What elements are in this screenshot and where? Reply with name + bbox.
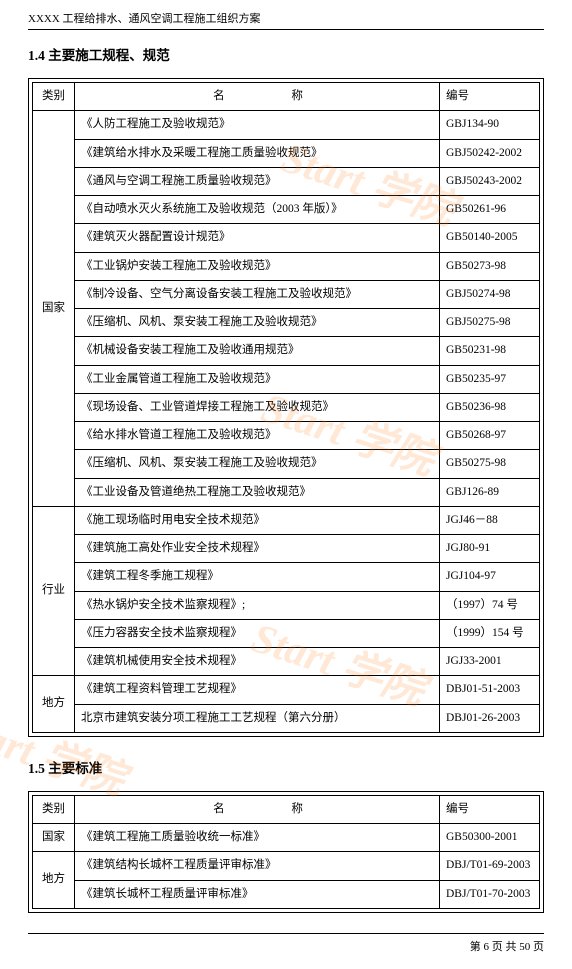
cell-code: GB50231-98 [440, 337, 540, 365]
cell-name: 《通风与空调工程施工质量验收规范》 [75, 167, 440, 195]
section-title-1: 1.4 主要施工规程、规范 [28, 44, 544, 64]
th-name: 名 称 [75, 795, 440, 823]
table-header-row: 类别 名 称 编号 [33, 795, 540, 823]
cell-code: JGJ33-2001 [440, 648, 540, 676]
table-row: 《压缩机、风机、泵安装工程施工及验收规范》GBJ50275-98 [33, 309, 540, 337]
table-row: 行业《施工现场临时用电安全技术规范》JGJ46－88 [33, 506, 540, 534]
table-row: 《热水锅炉安全技术监察规程》;（1997）74 号 [33, 591, 540, 619]
table-row: 《建筑灭火器配置设计规范》GB50140-2005 [33, 224, 540, 252]
th-name: 名 称 [75, 83, 440, 111]
cell-name: 《建筑施工高处作业安全技术规程》 [75, 535, 440, 563]
cell-name: 《热水锅炉安全技术监察规程》; [75, 591, 440, 619]
table-header-row: 类别 名 称 编号 [33, 83, 540, 111]
th-category: 类别 [33, 795, 75, 823]
table-standards: 类别 名 称 编号 国家《建筑工程施工质量验收统一标准》GB50300-2001… [32, 795, 540, 909]
cell-name: 《压力容器安全技术监察规程》 [75, 619, 440, 647]
cell-name: 北京市建筑安装分项工程施工工艺规程（第六分册） [75, 704, 440, 732]
cell-name: 《现场设备、工业管道焊接工程施工及验收规范》 [75, 393, 440, 421]
cell-code: JGJ46－88 [440, 506, 540, 534]
table-1-wrap: 类别 名 称 编号 国家《人防工程施工及验收规范》GBJ134-90《建筑给水排… [28, 78, 544, 737]
cell-category: 国家 [33, 111, 75, 507]
cell-code: GB50261-96 [440, 196, 540, 224]
cell-category: 行业 [33, 506, 75, 676]
table-row: 《通风与空调工程施工质量验收规范》GBJ50243-2002 [33, 167, 540, 195]
table-row: 《压力容器安全技术监察规程》（1999）154 号 [33, 619, 540, 647]
table-row: 北京市建筑安装分项工程施工工艺规程（第六分册）DBJ01-26-2003 [33, 704, 540, 732]
cell-code: DBJ/T01-69-2003 [440, 852, 540, 880]
cell-code: GB50273-98 [440, 252, 540, 280]
table-row: 《现场设备、工业管道焊接工程施工及验收规范》GB50236-98 [33, 393, 540, 421]
cell-name: 《压缩机、风机、泵安装工程施工及验收规范》 [75, 309, 440, 337]
table-row: 《给水排水管道工程施工及验收规范》GB50268-97 [33, 422, 540, 450]
cell-category: 地方 [33, 852, 75, 909]
section-title-2: 1.5 主要标准 [28, 757, 544, 777]
cell-name: 《压缩机、风机、泵安装工程施工及验收规范》 [75, 450, 440, 478]
cell-name: 《人防工程施工及验收规范》 [75, 111, 440, 139]
cell-code: GB50300-2001 [440, 824, 540, 852]
cell-name: 《施工现场临时用电安全技术规范》 [75, 506, 440, 534]
cell-name: 《建筑工程施工质量验收统一标准》 [75, 824, 440, 852]
table-row: 《建筑长城杯工程质量评审标准》DBJ/T01-70-2003 [33, 880, 540, 908]
cell-name: 《自动喷水灭火系统施工及验收规范（2003 年版）》 [75, 196, 440, 224]
cell-category: 国家 [33, 824, 75, 852]
cell-code: GB50268-97 [440, 422, 540, 450]
cell-name: 《工业设备及管道绝热工程施工及验收规范》 [75, 478, 440, 506]
cell-name: 《建筑给水排水及采暖工程施工质量验收规范》 [75, 139, 440, 167]
table-row: 《机械设备安装工程施工及验收通用规范》GB50231-98 [33, 337, 540, 365]
cell-name: 《建筑结构长城杯工程质量评审标准》 [75, 852, 440, 880]
table-2-wrap: 类别 名 称 编号 国家《建筑工程施工质量验收统一标准》GB50300-2001… [28, 791, 544, 913]
table-row: 国家《建筑工程施工质量验收统一标准》GB50300-2001 [33, 824, 540, 852]
th-code: 编号 [440, 795, 540, 823]
cell-code: GB50275-98 [440, 450, 540, 478]
cell-name: 《建筑灭火器配置设计规范》 [75, 224, 440, 252]
table-row: 地方《建筑结构长城杯工程质量评审标准》DBJ/T01-69-2003 [33, 852, 540, 880]
table-row: 《制冷设备、空气分离设备安装工程施工及验收规范》GBJ50274-98 [33, 280, 540, 308]
cell-code: GBJ50242-2002 [440, 139, 540, 167]
table-row: 《工业设备及管道绝热工程施工及验收规范》GBJ126-89 [33, 478, 540, 506]
table-row: 《建筑给水排水及采暖工程施工质量验收规范》GBJ50242-2002 [33, 139, 540, 167]
cell-code: JGJ80-91 [440, 535, 540, 563]
cell-code: GBJ50274-98 [440, 280, 540, 308]
cell-name: 《建筑机械使用安全技术规程》 [75, 648, 440, 676]
page-header: XXXX 工程给排水、通风空调工程施工组织方案 [28, 10, 544, 30]
table-row: 《建筑施工高处作业安全技术规程》JGJ80-91 [33, 535, 540, 563]
cell-name: 《建筑长城杯工程质量评审标准》 [75, 880, 440, 908]
table-row: 《压缩机、风机、泵安装工程施工及验收规范》GB50275-98 [33, 450, 540, 478]
cell-name: 《工业锅炉安装工程施工及验收规范》 [75, 252, 440, 280]
th-code: 编号 [440, 83, 540, 111]
cell-name: 《建筑工程冬季施工规程》 [75, 563, 440, 591]
table-row: 《建筑机械使用安全技术规程》JGJ33-2001 [33, 648, 540, 676]
cell-code: GBJ50243-2002 [440, 167, 540, 195]
table-row: 《工业金属管道工程施工及验收规范》GB50235-97 [33, 365, 540, 393]
cell-category: 地方 [33, 676, 75, 733]
cell-code: GB50236-98 [440, 393, 540, 421]
cell-code: GBJ50275-98 [440, 309, 540, 337]
cell-code: JGJ104-97 [440, 563, 540, 591]
cell-code: GBJ126-89 [440, 478, 540, 506]
cell-name: 《建筑工程资料管理工艺规程》 [75, 676, 440, 704]
cell-code: （1999）154 号 [440, 619, 540, 647]
cell-name: 《给水排水管道工程施工及验收规范》 [75, 422, 440, 450]
table-row: 国家《人防工程施工及验收规范》GBJ134-90 [33, 111, 540, 139]
table-row: 《自动喷水灭火系统施工及验收规范（2003 年版）》GB50261-96 [33, 196, 540, 224]
page-footer: 第 6 页 共 50 页 [28, 933, 544, 954]
table-regulations: 类别 名 称 编号 国家《人防工程施工及验收规范》GBJ134-90《建筑给水排… [32, 82, 540, 733]
cell-name: 《机械设备安装工程施工及验收通用规范》 [75, 337, 440, 365]
cell-name: 《工业金属管道工程施工及验收规范》 [75, 365, 440, 393]
table-row: 地方《建筑工程资料管理工艺规程》DBJ01-51-2003 [33, 676, 540, 704]
table-row: 《建筑工程冬季施工规程》JGJ104-97 [33, 563, 540, 591]
cell-name: 《制冷设备、空气分离设备安装工程施工及验收规范》 [75, 280, 440, 308]
cell-code: GBJ134-90 [440, 111, 540, 139]
cell-code: DBJ01-26-2003 [440, 704, 540, 732]
cell-code: DBJ01-51-2003 [440, 676, 540, 704]
cell-code: （1997）74 号 [440, 591, 540, 619]
cell-code: GB50140-2005 [440, 224, 540, 252]
cell-code: DBJ/T01-70-2003 [440, 880, 540, 908]
table-row: 《工业锅炉安装工程施工及验收规范》GB50273-98 [33, 252, 540, 280]
th-category: 类别 [33, 83, 75, 111]
cell-code: GB50235-97 [440, 365, 540, 393]
